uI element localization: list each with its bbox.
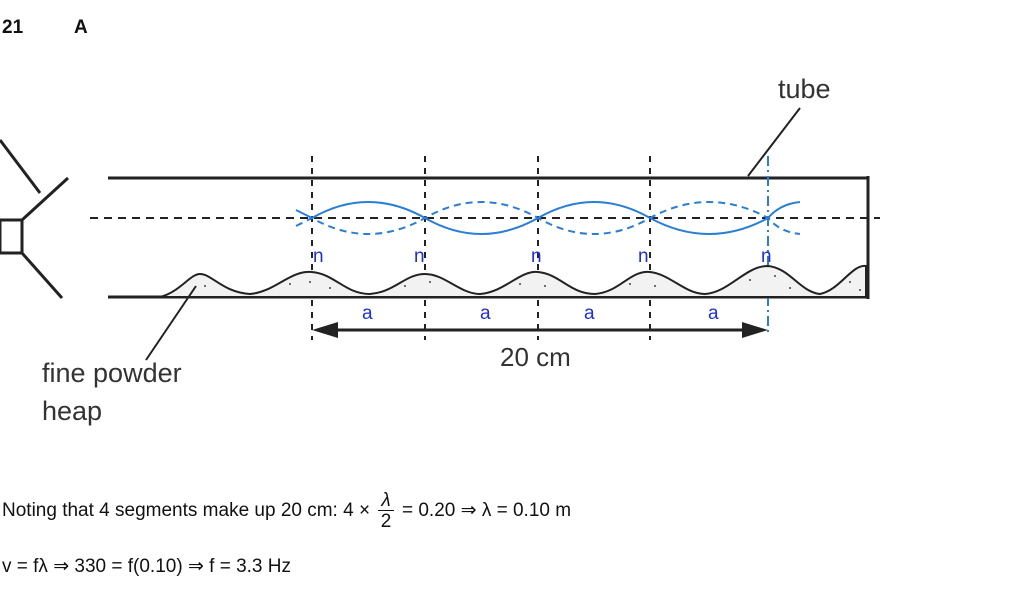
- equation-text: Noting that 4 segments make up 20 cm: 4 …: [2, 500, 371, 522]
- tube-label: tube: [778, 74, 831, 104]
- fraction: λ 2: [378, 491, 394, 532]
- answer-letter: A: [74, 17, 88, 38]
- question-number: 21: [2, 17, 24, 38]
- standing-wave: [295, 201, 801, 235]
- powder-label-line1: fine powder: [42, 358, 182, 388]
- antinode-label: a: [362, 303, 373, 324]
- distance-label: 20 cm: [500, 342, 571, 372]
- node-label: n: [761, 246, 772, 267]
- powder-dots: [204, 275, 861, 291]
- powder-label-line2: heap: [42, 396, 102, 426]
- tube-leader-line: [747, 107, 801, 177]
- equation-rest: = 0.20 ⇒ λ = 0.10 m: [401, 500, 572, 522]
- node-label: n: [414, 246, 425, 267]
- distance-arrow: [312, 322, 768, 338]
- fraction-numerator: λ: [378, 491, 394, 511]
- antinode-label: a: [480, 303, 491, 324]
- powder-leader-line: [145, 285, 197, 361]
- antinode-label: a: [584, 303, 595, 324]
- node-label: n: [531, 246, 542, 267]
- equation-wavelength: Noting that 4 segments make up 20 cm: 4 …: [2, 491, 571, 531]
- fraction-denominator: 2: [380, 511, 392, 532]
- antinode-label: a: [708, 303, 719, 324]
- sound-source-icon: [0, 139, 70, 299]
- kundt-tube-diagram: n n n n n a a a a 20 cm tube fine powder…: [0, 74, 880, 426]
- powder-heaps: [159, 264, 867, 298]
- equation-frequency: v = fλ ⇒ 330 = f(0.10) ⇒ f = 3.3 Hz: [2, 556, 291, 577]
- node-label: n: [313, 246, 324, 267]
- node-label: n: [638, 246, 649, 267]
